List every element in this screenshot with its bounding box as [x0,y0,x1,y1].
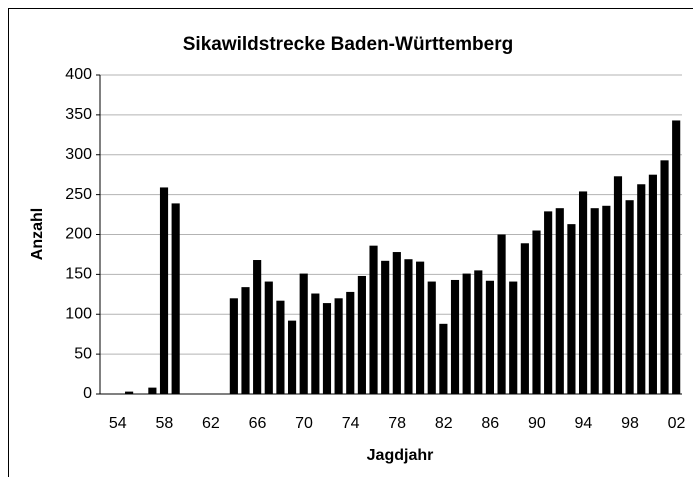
x-tick-label: 94 [575,415,593,432]
bar [509,281,518,394]
bar [485,280,495,394]
bar [241,287,250,394]
x-tick-label: 02 [668,415,686,432]
y-tick-label: 400 [65,66,92,83]
bar [520,243,529,394]
chart-frame [8,8,693,477]
bar [125,391,134,394]
bar [450,279,460,394]
bar [381,260,390,394]
bar [625,200,634,394]
x-tick-label: 66 [249,415,267,432]
x-tick-label: 62 [202,415,220,432]
x-tick-label: 58 [155,415,173,432]
bar [369,245,378,394]
y-tick-label: 0 [83,385,92,402]
bar [276,300,285,394]
bar [590,208,599,394]
bar [497,234,506,394]
x-axis-label: Jagdjahr [367,447,434,464]
y-tick-label: 100 [65,305,92,322]
bar [427,281,436,394]
y-tick-label: 300 [65,146,92,163]
bar [346,291,355,394]
bar [392,252,401,394]
bar [439,323,448,394]
bar [311,293,320,394]
bar [672,120,681,395]
y-tick-label: 150 [65,266,92,283]
x-tick-label: 54 [109,415,127,432]
bar [648,174,657,394]
bar [253,260,262,394]
y-axis-label: Anzahl [29,208,46,260]
x-tick-label: 74 [342,415,360,432]
bar [357,275,366,394]
chart-title: Sikawildstrecke Baden-Württemberg [183,34,513,55]
bar [159,187,169,394]
bar [404,259,413,394]
bar [322,303,332,394]
bar [474,270,483,394]
bar [416,261,425,394]
y-tick-label: 200 [65,226,92,243]
bar [229,298,238,394]
y-tick-label: 350 [65,106,92,123]
bar [567,224,576,394]
x-tick-label: 86 [481,415,499,432]
bar [171,203,180,394]
y-tick-label: 250 [65,186,92,203]
bar [602,205,611,394]
x-tick-label: 98 [621,415,639,432]
bar [660,160,669,394]
x-tick-label: 90 [528,415,546,432]
bar [287,320,297,394]
bar [544,211,553,394]
bar [299,273,308,394]
bar [334,298,343,394]
x-tick-label: 78 [388,415,406,432]
bar [532,230,541,394]
x-tick-label: 82 [435,415,453,432]
bar [637,184,646,394]
bar [462,273,471,394]
y-tick-label: 50 [74,345,92,362]
bar [555,208,564,394]
bar [613,176,623,394]
bar [148,387,157,394]
bar [578,191,588,394]
bar [264,281,273,394]
x-tick-label: 70 [295,415,313,432]
